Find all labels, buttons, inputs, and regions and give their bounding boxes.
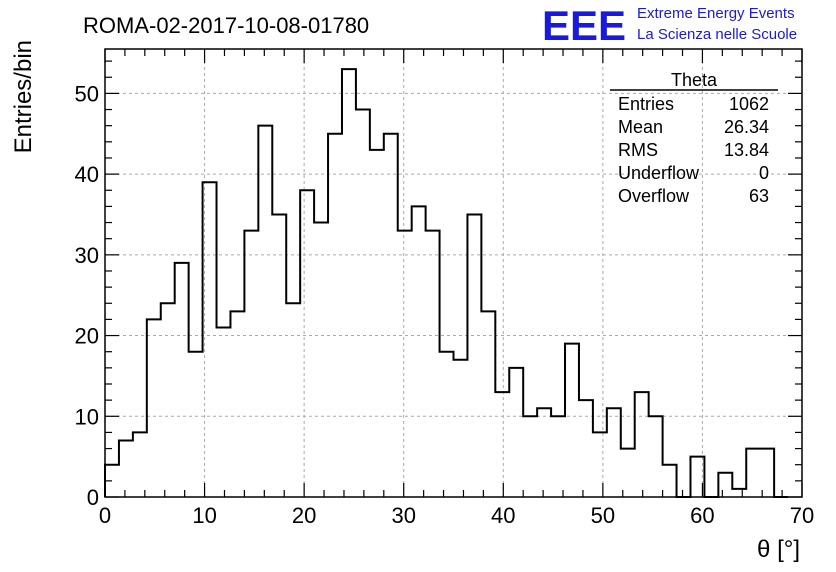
- stats-label: Entries: [618, 94, 674, 114]
- x-tick-label: 0: [99, 503, 111, 528]
- x-tick-label: 10: [192, 503, 216, 528]
- logo-line-1: Extreme Energy Events: [637, 5, 795, 22]
- chart-title: ROMA-02-2017-10-08-01780: [83, 13, 369, 38]
- eee-logo: EEE Extreme Energy Events La Scienza nel…: [542, 2, 797, 49]
- stats-value: 1062: [729, 94, 769, 114]
- stats-label: RMS: [618, 140, 658, 160]
- y-tick-label: 20: [75, 324, 99, 349]
- stats-label: Underflow: [618, 163, 700, 183]
- histogram-line: [104, 68, 789, 498]
- grid: [105, 49, 802, 497]
- y-axis-title: Entries/bin: [10, 40, 37, 153]
- tick-labels: 0 10 20 30 40 50 60 70 0 10 20 30 40 50: [75, 81, 815, 528]
- x-axis-title: θ [°]: [757, 536, 800, 563]
- x-tick-label: 40: [491, 503, 515, 528]
- stats-value: 0: [759, 163, 769, 183]
- y-tick-label: 50: [75, 81, 99, 106]
- stats-label: Overflow: [618, 186, 690, 206]
- stats-label: Mean: [618, 117, 663, 137]
- stats-value: 26.34: [724, 117, 769, 137]
- x-tick-label: 30: [391, 503, 415, 528]
- x-tick-label: 50: [591, 503, 615, 528]
- stats-rows: Entries 1062 Mean 26.34 RMS 13.84 Underflow 0 Ov…: [618, 94, 769, 206]
- plot-frame: [104, 48, 803, 498]
- y-tick-label: 30: [75, 243, 99, 268]
- y-tick-label: 0: [87, 485, 99, 510]
- logo-mark: EEE: [542, 2, 626, 49]
- stats-box: Theta Entries 1062 Mean 26.34 RMS 13.84 Underf…: [610, 70, 778, 206]
- y-tick-label: 10: [75, 404, 99, 429]
- x-tick-label: 20: [292, 503, 316, 528]
- stats-value: 13.84: [724, 140, 769, 160]
- x-tick-label: 70: [790, 503, 814, 528]
- y-tick-label: 40: [75, 162, 99, 187]
- x-tick-label: 60: [690, 503, 714, 528]
- stats-title: Theta: [671, 70, 718, 90]
- stats-value: 63: [749, 186, 769, 206]
- axis-ticks: [104, 49, 803, 498]
- logo-line-2: La Scienza nelle Scuole: [637, 26, 797, 43]
